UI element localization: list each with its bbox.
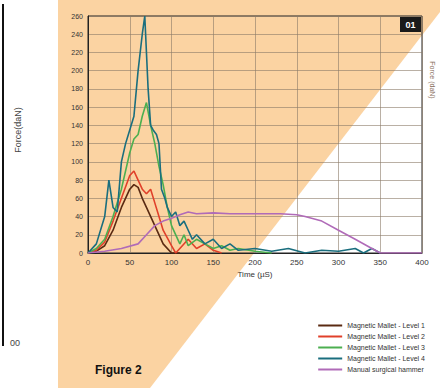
svg-text:100: 100 xyxy=(165,258,179,267)
svg-text:50: 50 xyxy=(125,258,134,267)
svg-text:200: 200 xyxy=(248,258,262,267)
svg-text:300: 300 xyxy=(332,258,346,267)
svg-text:60: 60 xyxy=(75,195,83,202)
svg-text:240: 240 xyxy=(71,31,83,38)
svg-text:140: 140 xyxy=(71,122,83,129)
svg-text:120: 120 xyxy=(71,140,83,147)
svg-text:400: 400 xyxy=(415,258,429,267)
svg-text:350: 350 xyxy=(374,258,388,267)
svg-text:250: 250 xyxy=(290,258,304,267)
svg-text:20: 20 xyxy=(75,231,83,238)
svg-text:0: 0 xyxy=(79,250,83,257)
svg-text:01: 01 xyxy=(405,20,415,30)
svg-text:200: 200 xyxy=(71,67,83,74)
svg-text:100: 100 xyxy=(71,158,83,165)
svg-text:0: 0 xyxy=(86,258,91,267)
svg-text:Time (µS): Time (µS) xyxy=(238,270,273,279)
svg-text:00: 00 xyxy=(10,338,20,348)
svg-text:Force(daN): Force(daN) xyxy=(13,107,23,153)
svg-text:Force (daN): Force (daN) xyxy=(428,61,436,98)
svg-text:Manual surgical hammer: Manual surgical hammer xyxy=(347,366,424,374)
svg-text:Magnetic Mallet - Level 4: Magnetic Mallet - Level 4 xyxy=(347,355,425,363)
svg-text:80: 80 xyxy=(75,177,83,184)
svg-text:Magnetic Mallet - Level 2: Magnetic Mallet - Level 2 xyxy=(347,333,425,341)
svg-text:40: 40 xyxy=(75,213,83,220)
svg-text:260: 260 xyxy=(71,13,83,20)
svg-text:Magnetic Mallet - Level 1: Magnetic Mallet - Level 1 xyxy=(347,322,425,330)
svg-text:220: 220 xyxy=(71,49,83,56)
svg-text:Magnetic Mallet - Level 3: Magnetic Mallet - Level 3 xyxy=(347,344,425,352)
svg-text:150: 150 xyxy=(207,258,221,267)
svg-text:Figure 2: Figure 2 xyxy=(95,363,142,377)
svg-text:160: 160 xyxy=(71,104,83,111)
svg-text:180: 180 xyxy=(71,85,83,92)
